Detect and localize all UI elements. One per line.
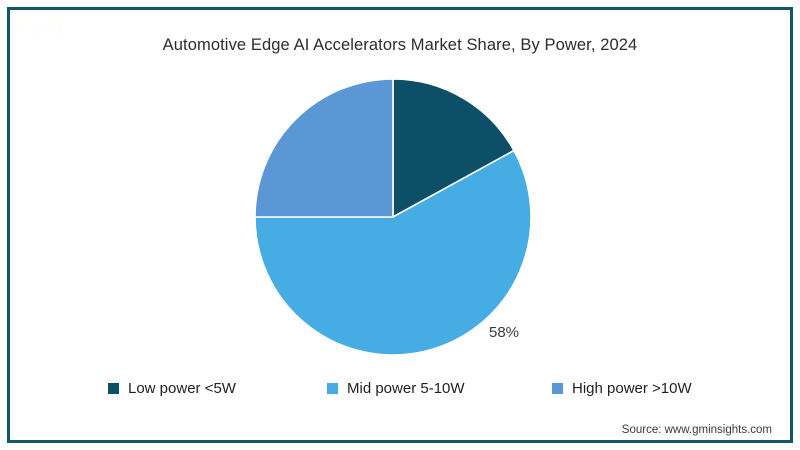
legend-swatch-mid-power [327,382,338,394]
source-attribution: Source: www.gminsights.com [621,424,772,436]
pie-slice[interactable] [254,79,394,218]
pie-chart [254,79,531,356]
watermark-logo: GMI [16,13,63,43]
legend-item-low-power[interactable]: Low power <5W [108,376,236,400]
legend-label-mid-power: Mid power 5-10W [347,379,465,397]
slice-data-label: 58% [489,324,520,341]
page-title: Automotive Edge AI Accelerators Market S… [162,36,638,54]
pie-slice[interactable] [392,79,516,219]
legend-item-mid-power[interactable]: Mid power 5-10W [327,376,465,400]
pie-slice-group [254,79,531,356]
legend-label-low-power: Low power <5W [128,379,236,397]
chart-legend: Low power <5W Mid power 5-10W High power… [0,376,800,400]
legend-swatch-high-power [552,382,563,394]
legend-item-high-power[interactable]: High power >10W [552,376,692,400]
pie-slice[interactable] [254,149,531,356]
legend-swatch-low-power [108,382,119,394]
legend-label-high-power: High power >10W [572,379,692,397]
pie-chart-svg [254,79,531,356]
